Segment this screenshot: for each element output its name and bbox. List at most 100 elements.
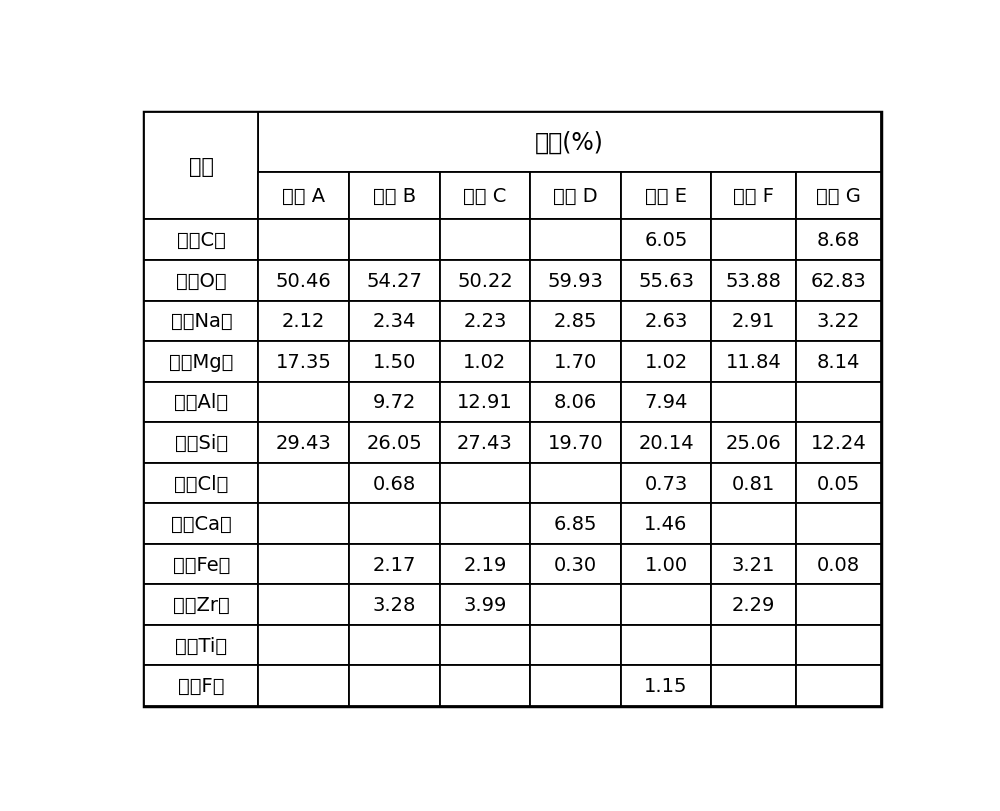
Bar xyxy=(440,173,530,220)
Bar xyxy=(144,544,258,585)
Bar xyxy=(440,260,530,301)
Bar xyxy=(621,382,711,423)
Bar xyxy=(796,625,881,666)
Bar xyxy=(144,341,258,382)
Text: 0.68: 0.68 xyxy=(373,474,416,493)
Bar xyxy=(258,113,881,173)
Bar xyxy=(530,220,621,260)
Text: 19.70: 19.70 xyxy=(548,433,603,453)
Text: 2.12: 2.12 xyxy=(282,312,325,331)
Bar xyxy=(621,341,711,382)
Bar xyxy=(530,544,621,585)
Text: 6.85: 6.85 xyxy=(554,514,597,534)
Text: 1.02: 1.02 xyxy=(644,353,688,371)
Text: 1.15: 1.15 xyxy=(644,676,688,695)
Text: 25.06: 25.06 xyxy=(726,433,781,453)
Bar xyxy=(530,173,621,220)
Bar xyxy=(349,260,440,301)
Bar xyxy=(440,301,530,341)
Bar xyxy=(621,173,711,220)
Text: 8.06: 8.06 xyxy=(554,393,597,412)
Bar xyxy=(711,666,796,706)
Bar xyxy=(796,585,881,625)
Text: 2.34: 2.34 xyxy=(373,312,416,331)
Bar xyxy=(258,423,349,463)
Bar xyxy=(711,173,796,220)
Bar xyxy=(530,463,621,504)
Bar xyxy=(349,666,440,706)
Text: 氯（Cl）: 氯（Cl） xyxy=(174,474,229,493)
Bar xyxy=(530,504,621,544)
Bar xyxy=(796,423,881,463)
Text: 55.63: 55.63 xyxy=(638,272,694,290)
Bar xyxy=(258,504,349,544)
Text: 2.63: 2.63 xyxy=(644,312,688,331)
Bar xyxy=(144,382,258,423)
Text: 26.05: 26.05 xyxy=(366,433,422,453)
Bar xyxy=(258,625,349,666)
Bar xyxy=(621,463,711,504)
Text: 12.24: 12.24 xyxy=(810,433,866,453)
Bar xyxy=(796,463,881,504)
Bar xyxy=(349,220,440,260)
Text: 含量(%): 含量(%) xyxy=(535,131,604,155)
Bar xyxy=(349,341,440,382)
Bar xyxy=(144,423,258,463)
Text: 9.72: 9.72 xyxy=(373,393,416,412)
Text: 铝（Al）: 铝（Al） xyxy=(174,393,228,412)
Bar xyxy=(796,220,881,260)
Bar xyxy=(258,544,349,585)
Text: 钛（Ti）: 钛（Ti） xyxy=(175,636,227,655)
Text: 1.02: 1.02 xyxy=(463,353,507,371)
Text: 氧（O）: 氧（O） xyxy=(176,272,227,290)
Text: 59.93: 59.93 xyxy=(548,272,603,290)
Bar xyxy=(258,220,349,260)
Bar xyxy=(144,625,258,666)
Text: 29.43: 29.43 xyxy=(276,433,332,453)
Text: 样品 F: 样品 F xyxy=(733,187,774,206)
Bar xyxy=(144,504,258,544)
Bar xyxy=(440,666,530,706)
Bar xyxy=(621,585,711,625)
Bar xyxy=(440,220,530,260)
Text: 2.29: 2.29 xyxy=(732,595,775,615)
Bar xyxy=(440,585,530,625)
Bar xyxy=(440,504,530,544)
Text: 54.27: 54.27 xyxy=(366,272,422,290)
Text: 样品 G: 样品 G xyxy=(816,187,861,206)
Text: 1.00: 1.00 xyxy=(644,555,688,574)
Text: 样品 C: 样品 C xyxy=(463,187,507,206)
Bar xyxy=(796,382,881,423)
Bar xyxy=(258,341,349,382)
Bar xyxy=(711,544,796,585)
Bar xyxy=(144,260,258,301)
Bar xyxy=(530,341,621,382)
Bar xyxy=(530,585,621,625)
Bar xyxy=(796,544,881,585)
Text: 氟（F）: 氟（F） xyxy=(178,676,225,695)
Bar xyxy=(440,382,530,423)
Text: 2.91: 2.91 xyxy=(732,312,775,331)
Bar xyxy=(530,666,621,706)
Bar xyxy=(440,463,530,504)
Bar xyxy=(258,301,349,341)
Bar xyxy=(796,666,881,706)
Bar xyxy=(440,423,530,463)
Text: 53.88: 53.88 xyxy=(726,272,782,290)
Text: 2.85: 2.85 xyxy=(554,312,597,331)
Text: 3.99: 3.99 xyxy=(463,595,507,615)
Bar xyxy=(711,341,796,382)
Bar xyxy=(711,585,796,625)
Bar xyxy=(621,260,711,301)
Text: 3.21: 3.21 xyxy=(732,555,775,574)
Bar xyxy=(621,301,711,341)
Text: 2.19: 2.19 xyxy=(463,555,507,574)
Bar xyxy=(796,301,881,341)
Bar xyxy=(349,504,440,544)
Bar xyxy=(258,666,349,706)
Bar xyxy=(258,463,349,504)
Bar xyxy=(349,382,440,423)
Text: 钠（Na）: 钠（Na） xyxy=(171,312,232,331)
Text: 62.83: 62.83 xyxy=(810,272,866,290)
Bar xyxy=(711,220,796,260)
